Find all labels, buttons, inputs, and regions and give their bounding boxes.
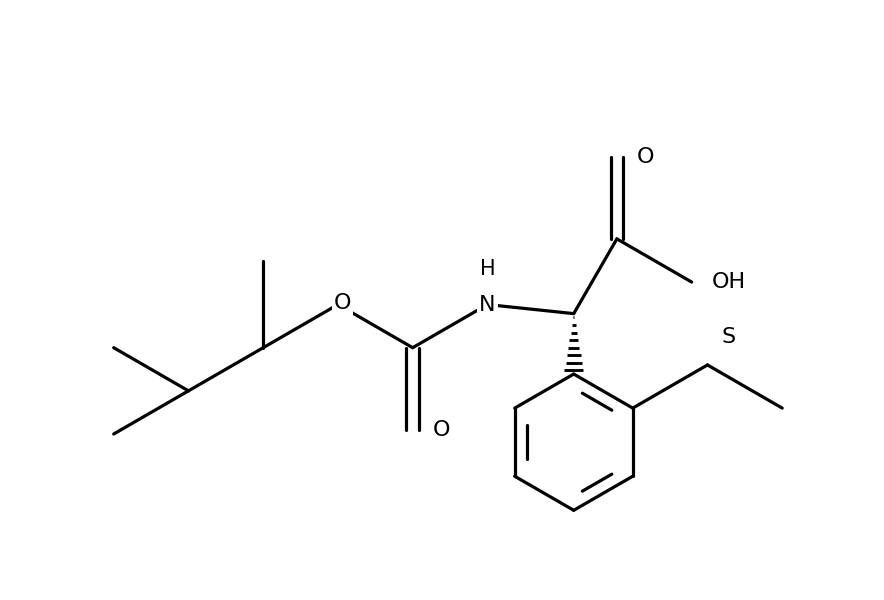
Text: H: H <box>480 259 495 279</box>
Text: O: O <box>432 419 450 440</box>
Text: OH: OH <box>712 272 746 292</box>
Text: S: S <box>721 327 735 347</box>
Text: N: N <box>479 295 496 314</box>
Text: O: O <box>334 293 351 313</box>
Text: O: O <box>636 147 654 167</box>
